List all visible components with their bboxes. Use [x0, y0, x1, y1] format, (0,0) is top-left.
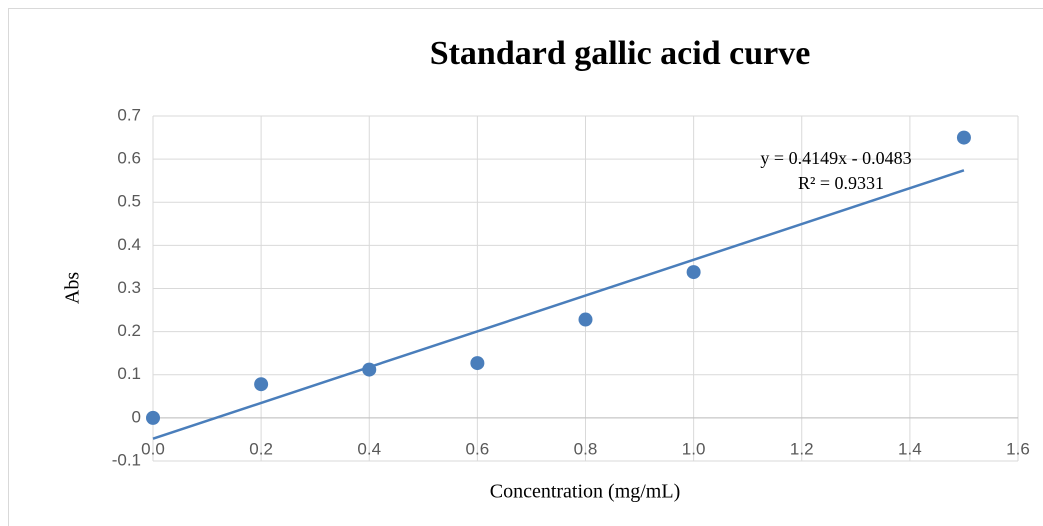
- x-tick-label: 1.4: [898, 439, 922, 458]
- x-tick-label: 0.4: [357, 439, 381, 458]
- data-point: [146, 410, 160, 425]
- y-tick-label: 0.7: [117, 105, 141, 124]
- data-point: [686, 265, 701, 280]
- data-point: [578, 312, 593, 327]
- data-point: [362, 362, 377, 377]
- y-tick-label: 0.6: [117, 149, 141, 168]
- x-tick-label: 1.0: [682, 439, 706, 458]
- y-tick-label: 0.1: [117, 364, 141, 383]
- trendline-equation: y = 0.4149x - 0.0483: [760, 148, 911, 168]
- y-axis-label: Abs: [62, 272, 84, 304]
- y-tick-label: 0.2: [117, 321, 141, 340]
- x-tick-label: 0.0: [141, 439, 165, 458]
- data-point: [254, 377, 269, 392]
- x-tick-label: 0.8: [574, 439, 598, 458]
- y-tick-label: 0.5: [117, 192, 141, 211]
- chart-frame: [8, 8, 1043, 526]
- x-tick-label: 1.2: [790, 439, 814, 458]
- y-tick-label: 0.3: [117, 278, 141, 297]
- trendline-r2: R² = 0.9331: [798, 173, 884, 193]
- data-point: [470, 356, 485, 371]
- x-tick-label: 0.2: [249, 439, 273, 458]
- trendline: [152, 169, 965, 440]
- x-tick-label: 1.6: [1006, 439, 1030, 458]
- chart-title: Standard gallic acid curve: [430, 35, 811, 72]
- x-tick-label: 0.6: [466, 439, 490, 458]
- x-axis-label: Concentration (mg/mL): [490, 481, 681, 503]
- y-tick-label: 0.4: [117, 235, 141, 254]
- data-point: [956, 130, 971, 145]
- y-tick-label: -0.1: [112, 450, 141, 469]
- y-tick-label: 0: [132, 407, 141, 426]
